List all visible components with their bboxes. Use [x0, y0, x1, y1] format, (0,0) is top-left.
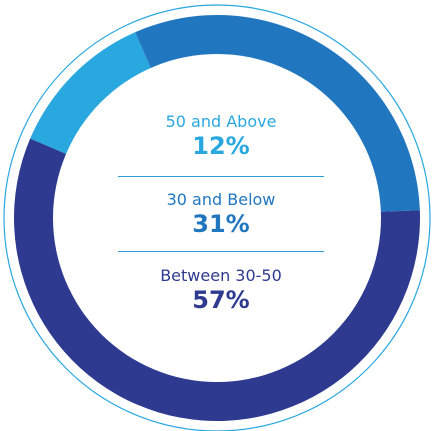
donut-hole [53, 54, 381, 382]
value-label-between-30-50: 57% [192, 286, 250, 314]
category-label-between-30-50: Between 30-50 [160, 266, 282, 285]
label-block-50-and-above: 50 and Above 12% [118, 112, 324, 160]
label-divider [118, 251, 324, 252]
category-label-50-and-above: 50 and Above [165, 112, 277, 131]
label-block-30-and-below: 30 and Below 31% [118, 190, 324, 238]
value-label-30-and-below: 31% [192, 210, 250, 238]
label-block-between-30-50: Between 30-50 57% [118, 266, 324, 314]
center-labels: 50 and Above 12% 30 and Below 31% Betwee… [118, 108, 324, 328]
label-divider [118, 176, 324, 177]
category-label-30-and-below: 30 and Below [166, 190, 276, 209]
value-label-50-and-above: 12% [192, 132, 250, 160]
outer-ring-outline [3, 4, 431, 431]
